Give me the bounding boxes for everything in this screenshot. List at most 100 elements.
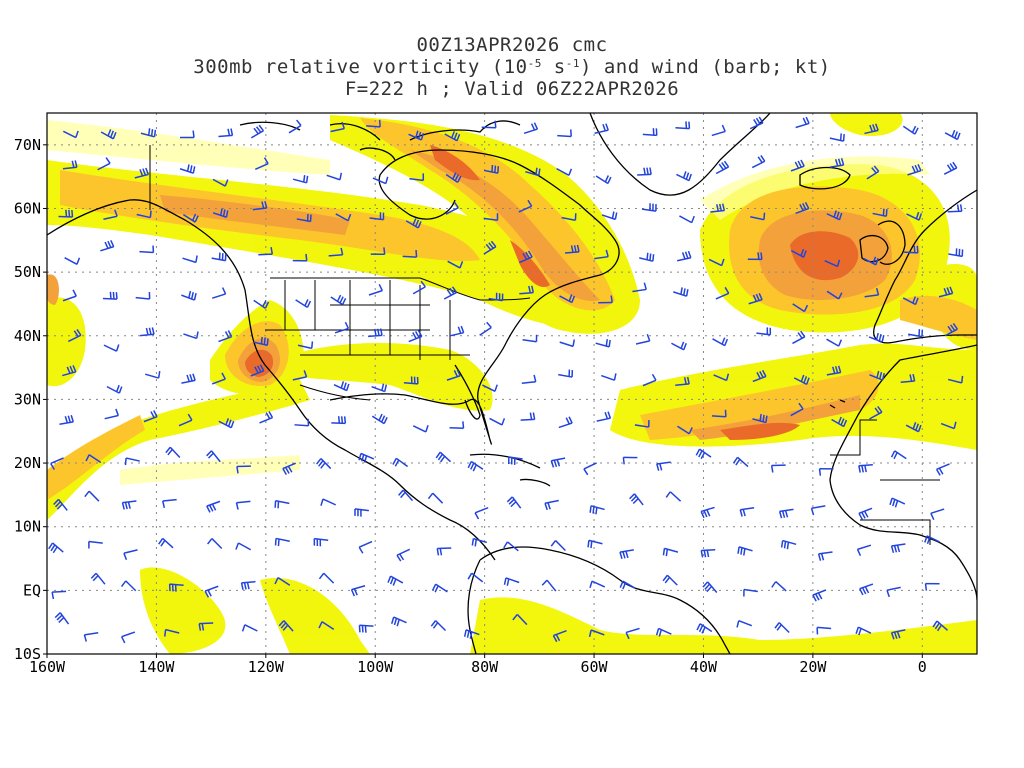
wind-barb-icon <box>642 373 657 387</box>
wind-barb-icon <box>391 616 407 627</box>
wind-barb-icon <box>143 410 158 423</box>
wind-barb-icon <box>253 299 270 309</box>
wind-barb-icon <box>62 160 78 170</box>
wind-barb-icon <box>519 250 533 264</box>
wind-barb-icon <box>180 130 195 139</box>
wind-barb-icon <box>396 548 411 562</box>
wind-barb-icon <box>940 421 957 430</box>
wind-barb-icon <box>318 572 335 584</box>
wind-barb-icon <box>696 623 713 634</box>
wind-barb-icon <box>561 213 577 221</box>
wind-barb-icon <box>508 456 523 465</box>
wind-barb-icon <box>869 370 885 381</box>
wind-barb-icon <box>748 293 763 305</box>
wind-barb-icon <box>48 542 64 554</box>
wind-barb-icon <box>178 413 193 427</box>
wind-barb-icon <box>520 412 536 421</box>
wind-barb-icon <box>924 535 940 545</box>
wind-barb-icon <box>675 376 690 386</box>
wind-barb-icon <box>294 418 310 427</box>
wind-barb-icon <box>444 131 461 142</box>
wind-barb-icon <box>886 586 901 598</box>
wind-barb-icon <box>463 629 480 639</box>
lat-tick-label: 60N <box>14 199 41 217</box>
wind-barb-icon <box>318 621 335 630</box>
wind-barb-icon <box>695 448 712 460</box>
wind-barb-icon <box>522 334 538 343</box>
wind-barb-icon <box>274 537 290 547</box>
wind-barb-icon <box>889 497 906 508</box>
lat-tick-label: 30N <box>14 390 41 408</box>
wind-barb-icon <box>790 402 804 417</box>
wind-barb-icon <box>369 212 385 221</box>
wind-barb-icon <box>88 540 103 549</box>
wind-barb-icon <box>544 499 559 511</box>
wind-barb-icon <box>241 624 258 632</box>
wind-barb-icon <box>182 255 198 264</box>
wind-barb-icon <box>826 365 842 376</box>
wind-barb-icon <box>288 119 302 134</box>
wind-barb-icon <box>53 498 68 511</box>
wind-barb-icon <box>732 456 749 468</box>
wind-barb-icon <box>335 213 352 222</box>
wind-barb-icon <box>864 287 880 298</box>
wind-barb-icon <box>182 213 199 223</box>
wind-barb-icon <box>292 370 308 381</box>
wind-barb-icon <box>564 244 580 254</box>
wind-barb-icon <box>747 252 763 261</box>
wind-barb-icon <box>482 384 498 392</box>
vorticity-shading <box>47 113 977 654</box>
wind-barb-icon <box>330 294 347 306</box>
wind-barb-icon <box>713 373 730 382</box>
wind-barb-icon <box>770 464 786 473</box>
wind-barb-icon <box>637 167 652 176</box>
wind-barb-icon <box>274 500 290 509</box>
wind-barb-icon <box>218 330 233 343</box>
wind-barb-icon <box>446 369 461 381</box>
wind-barb-icon <box>930 508 945 521</box>
wind-barb-icon <box>503 577 520 586</box>
wind-barb-icon <box>212 178 229 187</box>
wind-barb-icon <box>409 173 425 182</box>
wind-barb-icon <box>818 467 834 476</box>
wind-barb-icon <box>235 500 251 510</box>
wind-barb-icon <box>181 290 197 301</box>
wind-barb-icon <box>427 492 444 504</box>
wind-barb-icon <box>906 211 923 221</box>
wind-barb-icon <box>677 250 692 262</box>
wind-barb-icon <box>218 418 235 429</box>
wind-barb-icon <box>85 454 102 464</box>
wind-barb-icon <box>412 280 426 295</box>
wind-barb-icon <box>622 456 638 465</box>
wind-barb-icon <box>858 507 873 520</box>
map-title: 00Z13APR2026 cmc 300mb relative vorticit… <box>0 34 1024 100</box>
wind-barb-icon <box>711 124 726 137</box>
wind-barb-icon <box>943 161 958 175</box>
wind-barb-icon <box>140 128 157 138</box>
wind-barb-icon <box>677 425 693 435</box>
wind-barb-icon <box>67 328 82 343</box>
wind-barb-icon <box>559 294 576 304</box>
wind-barb-icon <box>655 627 672 637</box>
wind-barb-icon <box>445 201 459 215</box>
wind-barb-icon <box>700 506 715 519</box>
wind-barb-icon <box>179 164 196 174</box>
wind-barb-icon <box>736 619 753 628</box>
wind-barb-icon <box>90 572 106 585</box>
wind-barb-icon <box>164 628 180 637</box>
title-line-model-run: 00Z13APR2026 cmc <box>416 34 608 56</box>
wind-barb-icon <box>296 213 312 223</box>
wind-barb-icon <box>710 203 726 213</box>
wind-barb-icon <box>855 626 872 636</box>
wind-barb-icon <box>552 629 567 643</box>
wind-barb-icon <box>557 129 572 138</box>
wind-barb-icon <box>739 507 755 517</box>
wind-barb-icon <box>826 210 843 221</box>
wind-barb-icon <box>449 421 465 429</box>
wind-barb-icon <box>662 574 678 586</box>
wind-barb-icon <box>252 201 268 211</box>
wind-barb-icon <box>866 165 880 180</box>
wind-barb-icon <box>938 286 954 298</box>
wind-barb-icon <box>749 116 764 130</box>
wind-barb-icon <box>778 508 794 519</box>
